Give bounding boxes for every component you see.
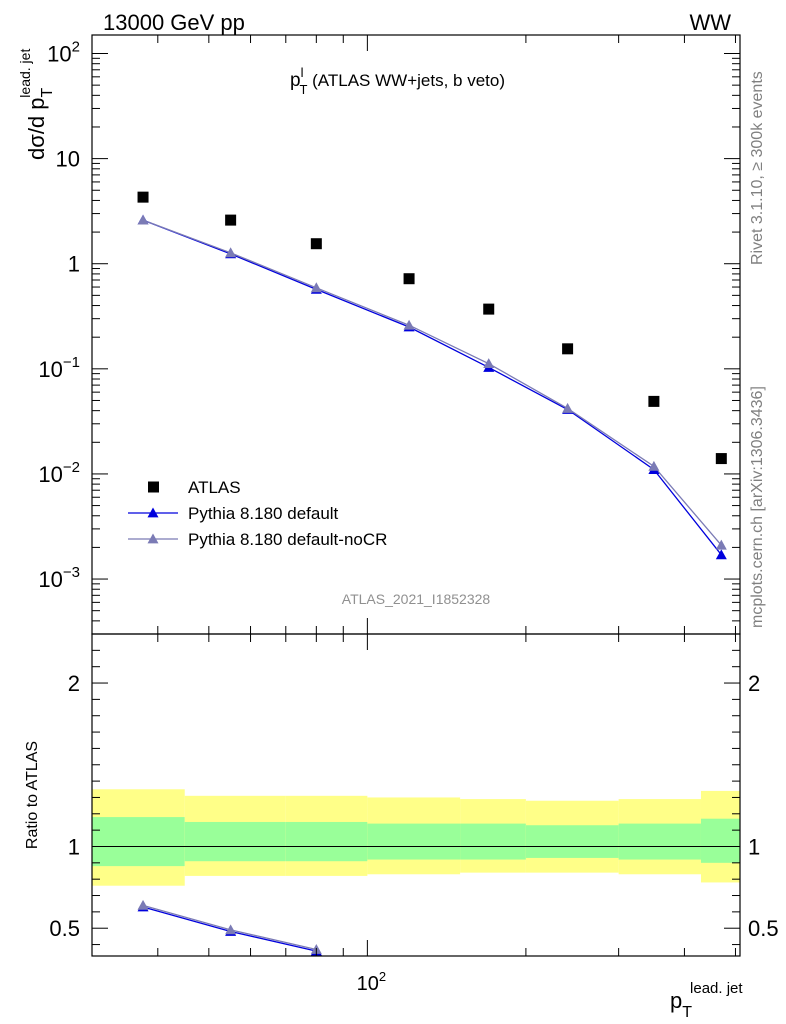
legend-label: Pythia 8.180 default <box>188 504 339 523</box>
main-y-label: dσ/d pTlead. jet <box>17 49 56 160</box>
pythia-data-point <box>310 282 322 293</box>
rivet-side-label: Rivet 3.1.10, ≥ 300k events <box>749 71 766 265</box>
atlas-data-point <box>403 273 415 285</box>
x-axis-label: pTlead. jet <box>670 980 743 1021</box>
main-series-line <box>142 219 722 546</box>
ratio-green-band <box>92 817 185 867</box>
ratio-green-band <box>618 823 701 860</box>
main-title: pl T (ATLAS WW+jets, b veto) <box>290 65 505 97</box>
xlabel-main: p <box>670 988 682 1013</box>
ylabel-main: dσ/d p <box>24 97 49 160</box>
ylabel-sub: T <box>39 87 56 97</box>
pythia-data-point <box>715 549 727 560</box>
ratio-y-tick-label-left: 2 <box>68 671 80 696</box>
pythia-data-point <box>648 460 660 471</box>
ratio-green-band <box>184 821 286 862</box>
svg-text:102: 102 <box>357 969 386 995</box>
pythia-data-point <box>137 214 149 225</box>
xlabel-sup: lead. jet <box>690 980 743 997</box>
legend-marker <box>148 481 159 493</box>
atlas-data-point <box>225 214 237 226</box>
svg-text:dσ/d pTlead. jet: dσ/d pTlead. jet <box>17 49 56 160</box>
legend-label: ATLAS <box>188 478 241 497</box>
pythia-data-point <box>225 247 237 258</box>
ratio-y-tick-label-right: 1 <box>748 834 760 859</box>
pythia-data-point <box>715 539 727 550</box>
energy-label: 13000 GeV pp <box>103 10 245 35</box>
legend-label: Pythia 8.180 default-noCR <box>188 530 387 549</box>
ratio-data-point <box>137 899 149 910</box>
title-rest: (ATLAS WW+jets, b veto) <box>307 71 505 90</box>
x-tick-base: 10 <box>357 973 379 995</box>
ratio-y-label: Ratio to ATLAS <box>24 741 41 849</box>
main-y-tick-label: 102 <box>47 39 80 67</box>
ratio-green-band <box>700 818 740 863</box>
ratio-green-band <box>285 821 368 862</box>
main-axis-ticks <box>91 35 740 635</box>
main-y-tick-labels: 10−3 10−2 10−1 1 10 102 <box>38 39 80 593</box>
pythia-data-point <box>483 358 495 369</box>
ratio-panel: 0.5 0.51 12 2 Ratio to ATLAS 102 pTlead. je… <box>24 633 779 1021</box>
title-sub: T <box>299 82 307 97</box>
main-y-tick-label: 10 <box>56 147 80 172</box>
atlas-data-point <box>715 453 727 465</box>
ratio-frame <box>91 633 741 957</box>
process-label: WW <box>689 10 731 35</box>
legend-marker <box>147 507 159 518</box>
ratio-green-band <box>525 825 619 858</box>
legend-marker <box>147 533 159 544</box>
atlas-data-point <box>310 238 322 250</box>
ratio-axis-ticks <box>91 634 740 956</box>
atlas-data-point <box>562 343 574 355</box>
mcplots-side-label: mcplots.cern.ch [arXiv:1306.3436] <box>749 386 766 628</box>
ratio-series <box>137 899 322 956</box>
atlas-data-point <box>648 395 660 407</box>
x-tick-label: 102 <box>357 969 386 995</box>
main-y-tick-label: 1 <box>68 252 80 277</box>
ratio-y-tick-label-right: 0.5 <box>748 916 779 941</box>
ratio-y-tick-label-right: 2 <box>748 671 760 696</box>
ratio-green-band <box>460 823 526 860</box>
pythia-data-point <box>403 319 415 330</box>
ratio-y-tick-labels: 0.5 0.5 1 1 2 2 <box>49 671 778 941</box>
main-y-tick-label: 10−3 <box>38 564 80 592</box>
title-p: p <box>290 70 301 91</box>
main-panel: 10−3 10−2 10−1 1 10 102 ATLAS_2021_I1852328 p… <box>17 34 741 635</box>
ylabel-sup: lead. jet <box>17 49 33 98</box>
title-sup: l <box>301 65 304 80</box>
legend: ATLAS Pythia 8.180 default Pythia 8.180 de… <box>128 478 387 549</box>
main-series <box>137 191 727 560</box>
xlabel-sub: T <box>682 1004 692 1021</box>
ratio-green-band <box>367 823 461 860</box>
x-tick-exp: 2 <box>379 969 386 984</box>
main-y-tick-label: 10−1 <box>38 354 80 382</box>
analysis-tag: ATLAS_2021_I1852328 <box>342 591 491 607</box>
main-series-line <box>142 219 722 556</box>
main-y-tick-label: 10−2 <box>38 459 80 487</box>
ratio-data-point <box>225 924 237 935</box>
ratio-uncertainty-bands <box>92 789 740 886</box>
ratio-y-tick-label-left: 0.5 <box>49 916 80 941</box>
atlas-data-point <box>137 191 149 203</box>
ratio-y-tick-label-left: 1 <box>68 834 80 859</box>
pythia-data-point <box>562 402 574 413</box>
atlas-data-point <box>483 303 495 315</box>
